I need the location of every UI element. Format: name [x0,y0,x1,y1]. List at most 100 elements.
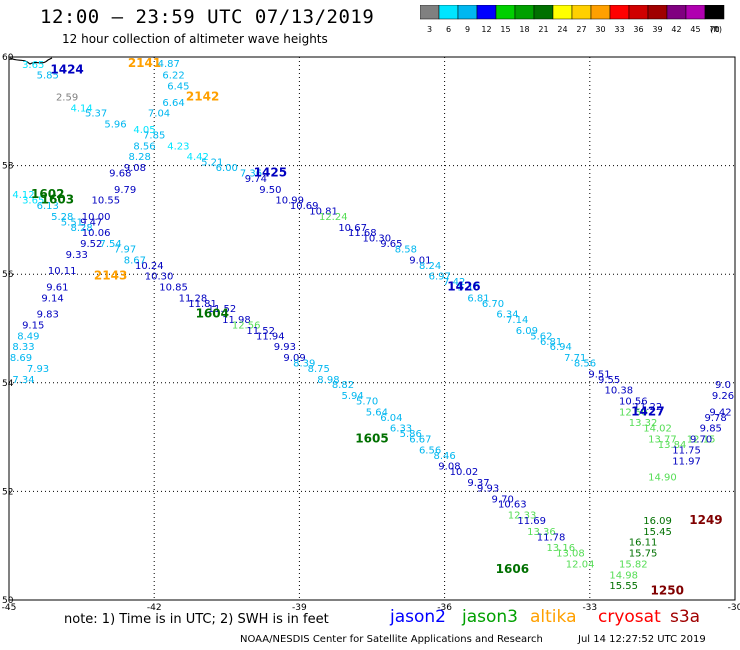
swh-value: 3.65 [22,196,44,207]
swh-value: 15.45 [643,527,672,538]
swh-value: 7.71 [564,353,586,364]
swh-value: 8.49 [17,331,39,342]
swh-value: 9.70 [492,494,514,505]
legend-jason3: jason3 [462,607,518,627]
pass-label: 1250 [651,584,684,598]
swh-value: 11.68 [348,228,377,239]
scale-label: 18 [519,25,529,34]
scale-swatch [704,5,725,20]
swh-value: 8.67 [124,255,146,266]
swh-value: 6.22 [162,71,184,82]
swh-value: 5.94 [342,391,364,402]
swh-value: 11.78 [537,532,566,543]
pass-label: 2141 [128,56,161,70]
scale-label: 12 [481,25,491,34]
lat-tick-label: 60 [2,53,14,63]
swh-value: 12.15 [687,435,716,446]
lon-tick-label: -33 [582,603,597,613]
swh-value: 6.09 [516,326,538,337]
swh-value: 10.30 [145,272,174,283]
swh-value: 9.33 [66,250,88,261]
swh-value: 2.59 [56,92,78,103]
swh-value: 12.50 [619,407,648,418]
swh-value: 13.77 [648,435,677,446]
pass-label: 1427 [631,404,664,418]
swh-value: 8.33 [12,342,34,353]
swh-value: 9.55 [598,375,620,386]
swh-value: 9.79 [114,185,136,196]
lon-tick-label: -30 [728,603,740,613]
swh-value: 8.75 [308,364,330,375]
swh-value: 11.81 [188,299,217,310]
swh-value: 9.85 [700,424,722,435]
swh-value: 10.69 [290,201,319,212]
swh-value: 10.30 [363,234,392,245]
pass-label: 2143 [94,269,127,283]
swh-value: 9.08 [438,462,460,473]
swh-value: 9.93 [477,483,499,494]
swh-value: 9.14 [41,293,63,304]
swh-value: 10.56 [619,397,648,408]
swh-value: 9.26 [712,391,734,402]
swh-value: 4.14 [70,103,92,114]
lon-tick-label: -42 [147,603,162,613]
header-title: 12:00 – 23:59 UTC 07/13/2019 [40,6,375,28]
legend-s3a: s3a [670,607,701,627]
swh-value: 6.00 [216,163,238,174]
swh-value: 7.34 [12,375,34,386]
swh-value: 9.52 [80,239,102,250]
swh-value: 10.06 [82,228,111,239]
swh-value: 11.94 [256,331,285,342]
lat-tick-label: 58 [2,162,14,172]
credit-timestamp: Jul 14 12:27:52 UTC 2019 [578,634,706,645]
swh-value: 10.99 [275,196,304,207]
swh-value: 6.04 [380,413,402,424]
legend-jason2: jason2 [390,607,446,627]
swh-value: 8.56 [574,359,596,370]
swh-value: 7.04 [148,109,170,120]
swh-value: 12.56 [232,321,261,332]
swh-value: 9.51 [588,369,610,380]
swh-value: 9.47 [80,217,102,228]
credit-org: NOAA/NESDIS Center for Satellite Applica… [240,634,543,645]
swh-value: 9.01 [409,255,431,266]
swh-value: 9.37 [467,478,489,489]
swh-value: 10.24 [135,261,164,272]
swh-value: 11.97 [672,456,701,467]
swh-value: 5.51 [61,217,83,228]
swh-value: 10.67 [338,223,367,234]
scale-label: 30 [595,25,605,34]
scale-unit: (ft) [710,25,722,34]
swh-value: 4.12 [12,190,34,201]
legend-cryosat: cryosat [598,607,661,627]
swh-value: 3.65 [22,60,44,71]
swh-value: 10.38 [605,386,634,397]
swh-value: 15.55 [609,581,638,592]
swh-value: 6.94 [550,342,572,353]
scale-label: 70 [709,25,719,34]
swh-value: 14.02 [643,424,672,435]
swh-value: 7.54 [100,239,122,250]
swh-value: 15.82 [619,559,648,570]
swh-value: 8.28 [129,152,151,163]
swh-value: 5.28 [51,212,73,223]
swh-value: 9.0 [715,380,731,391]
scale-label: 27 [576,25,586,34]
swh-value: 8.46 [433,451,455,462]
swh-value: 8.69 [10,353,32,364]
swh-value: 9.08 [124,163,146,174]
scale-label: 9 [465,25,470,34]
swh-value: 6.33 [390,424,412,435]
swh-value: 11.52 [208,304,237,315]
swh-value: 9.74 [245,174,267,185]
swh-value: 4.42 [187,152,209,163]
swh-value: 9.50 [259,185,281,196]
swh-value: 8.98 [317,375,339,386]
swh-value: 7.42 [443,277,465,288]
legend-altika: altika [530,607,577,627]
swh-value: 9.70 [690,435,712,446]
swh-value: 6.81 [467,293,489,304]
map-frame [8,56,736,601]
lon-tick-label: -36 [437,603,452,613]
swh-value: 6.67 [409,435,431,446]
